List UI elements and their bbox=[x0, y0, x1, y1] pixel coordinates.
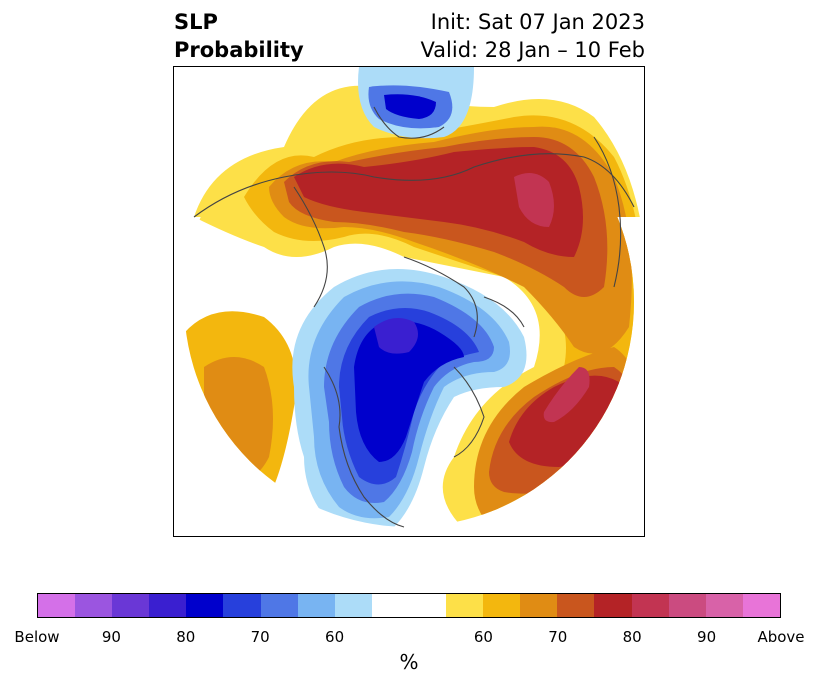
colorbar-swatch bbox=[334, 594, 372, 617]
colorbar-swatch bbox=[75, 594, 113, 617]
colorbar-swatch bbox=[149, 594, 187, 617]
colorbar-tick-label: 60 bbox=[473, 628, 493, 646]
probability-fill bbox=[174, 67, 644, 527]
init-date: Init: Sat 07 Jan 2023 bbox=[430, 10, 645, 34]
colorbar-swatch bbox=[297, 594, 335, 617]
above-80-eurasia bbox=[294, 147, 583, 257]
colorbar-tick-label: 70 bbox=[548, 628, 568, 646]
colorbar-tick-label: Below bbox=[14, 628, 60, 646]
colorbar-swatch bbox=[223, 594, 261, 617]
colorbar-tick-label: 80 bbox=[622, 628, 642, 646]
above-85-eurasia bbox=[514, 173, 554, 227]
colorbar-tick-label: 60 bbox=[325, 628, 345, 646]
colorbar-tick-label: Above bbox=[757, 628, 805, 646]
colorbar-unit-label: % bbox=[399, 650, 419, 674]
colorbar-swatch bbox=[594, 594, 632, 617]
colorbar-swatch bbox=[705, 594, 743, 617]
date-info: Init: Sat 07 Jan 2023 Valid: 28 Jan – 10… bbox=[420, 8, 645, 64]
colorbar-swatch bbox=[408, 594, 447, 617]
colorbar-tick-label: 80 bbox=[176, 628, 196, 646]
colorbar bbox=[37, 593, 781, 618]
title-line-2: Probability bbox=[174, 38, 304, 62]
below-80-arctic bbox=[354, 320, 464, 462]
colorbar-swatch bbox=[371, 594, 409, 617]
colorbar-swatch bbox=[186, 594, 224, 617]
colorbar-swatch bbox=[483, 594, 521, 617]
colorbar-swatch bbox=[520, 594, 558, 617]
above-70-pacific bbox=[204, 357, 273, 480]
below-85-arctic bbox=[374, 318, 418, 354]
colorbar-swatch bbox=[742, 594, 780, 617]
colorbar-tick-label: 90 bbox=[697, 628, 717, 646]
colorbar-tick-label: 90 bbox=[101, 628, 121, 646]
colorbar-swatch bbox=[260, 594, 298, 617]
map-canvas bbox=[174, 67, 644, 528]
title-line-1: SLP bbox=[174, 10, 218, 34]
colorbar-swatch bbox=[668, 594, 706, 617]
colorbar-swatch bbox=[557, 594, 595, 617]
colorbar-swatch bbox=[631, 594, 669, 617]
colorbar-tick-label: 70 bbox=[250, 628, 270, 646]
coastlines bbox=[193, 106, 635, 528]
above-85-atlantic bbox=[543, 367, 590, 423]
probability-map bbox=[173, 66, 645, 537]
colorbar-swatch bbox=[38, 594, 76, 617]
chart-title: SLP Probability bbox=[174, 8, 304, 64]
below-80-scandinavia bbox=[384, 94, 436, 119]
valid-date: Valid: 28 Jan – 10 Feb bbox=[420, 38, 645, 62]
colorbar-swatch bbox=[446, 594, 484, 617]
colorbar-swatch bbox=[112, 594, 150, 617]
